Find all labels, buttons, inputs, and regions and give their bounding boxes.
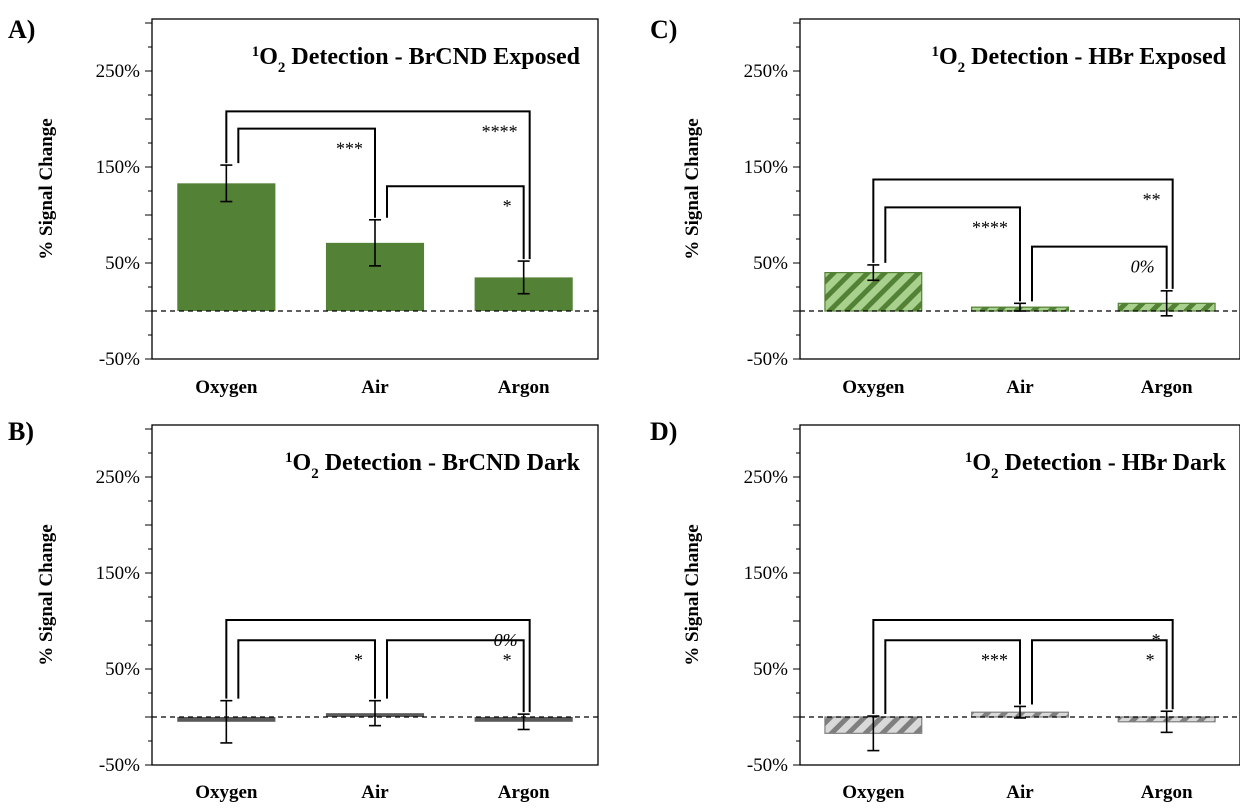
error-bar-argon: [1160, 290, 1173, 317]
error-bar-argon: [1160, 710, 1173, 734]
significance-bracket: ****: [225, 110, 531, 260]
error-bar-oxygen: [867, 264, 880, 282]
plot-frame: [151, 18, 599, 360]
category-label: Air: [361, 377, 389, 398]
y-tick-label: 150%: [96, 157, 141, 178]
significance-label: ****: [482, 121, 518, 141]
y-tick-label: 250%: [744, 467, 789, 488]
bar-oxygen: [177, 183, 276, 311]
significance-label: *: [1146, 650, 1155, 670]
y-tick-label: 150%: [96, 563, 141, 584]
error-bar-air: [1014, 705, 1026, 719]
significance-bracket: *: [386, 639, 525, 713]
significance-label: ***: [336, 139, 363, 159]
panel-label: A): [8, 15, 35, 44]
error-bar-air: [369, 699, 381, 727]
y-tick-label: 50%: [753, 659, 788, 680]
plot-frame: [799, 424, 1240, 766]
category-label: Air: [1006, 782, 1034, 803]
category-label: Argon: [498, 377, 550, 398]
y-tick-label: 50%: [105, 253, 140, 274]
y-axis-title: % Signal Change: [682, 524, 703, 665]
panel-title: 1O2 Detection - BrCND Exposed: [252, 44, 581, 76]
category-label: Argon: [1141, 377, 1193, 398]
significance-label: ****: [972, 217, 1008, 237]
y-tick-label: 150%: [744, 157, 789, 178]
category-label: Argon: [1141, 782, 1193, 803]
error-bar-air: [369, 219, 381, 267]
significance-label: *: [503, 650, 512, 670]
category-label: Air: [361, 782, 389, 803]
category-label: Oxygen: [195, 377, 258, 398]
y-tick-label: 250%: [96, 61, 141, 82]
y-axis-title: % Signal Change: [36, 118, 57, 259]
y-tick-label: -50%: [747, 755, 788, 776]
category-label: Oxygen: [842, 782, 905, 803]
significance-bracket: ***: [884, 639, 1021, 715]
error-bar-oxygen: [220, 164, 233, 203]
plot-frame: [151, 424, 599, 766]
significance-label: *: [503, 196, 512, 216]
significance-label: *: [354, 650, 363, 670]
significance-bracket: *: [237, 639, 376, 699]
panel-title: 1O2 Detection - HBr Exposed: [931, 44, 1226, 76]
panel-title: 1O2 Detection - BrCND Dark: [285, 450, 581, 482]
significance-bracket: 0%: [1031, 245, 1168, 302]
error-bar-argon: [517, 260, 530, 295]
category-label: Oxygen: [195, 782, 258, 803]
y-axis-title: % Signal Change: [36, 524, 57, 665]
significance-bracket: *: [1031, 639, 1168, 710]
y-tick-label: 50%: [105, 659, 140, 680]
significance-bracket: *: [386, 185, 525, 260]
panel-label: B): [8, 417, 34, 446]
significance-label: 0%: [1131, 257, 1155, 277]
plot-frame: [799, 18, 1240, 360]
y-tick-label: 150%: [744, 563, 789, 584]
panel-a: 250% 150% 50% -50% % Signal Change A) 1O2 Dete…: [8, 15, 599, 398]
y-tick-label: -50%: [99, 755, 140, 776]
panel-label: D): [650, 417, 677, 446]
significance-bracket: *: [872, 619, 1174, 715]
panel-b: 250% 150% 50% -50% % Signal Change B) 1O2 Dete…: [8, 417, 599, 803]
significance-label: **: [1143, 189, 1161, 209]
y-tick-label: 50%: [753, 253, 788, 274]
panel-d: 250% 150% 50% -50% % Signal Change D) 1O2 Dete…: [650, 417, 1240, 803]
panel-c: 250% 150% 50% -50% % Signal Change C) 1O2 Dete…: [650, 15, 1240, 398]
significance-bracket: ***: [237, 127, 376, 218]
significance-label: ***: [981, 650, 1008, 670]
category-label: Oxygen: [842, 377, 905, 398]
category-label: Argon: [498, 782, 550, 803]
significance-bracket: 0%: [225, 619, 531, 713]
panel-label: C): [650, 15, 677, 44]
error-bar-oxygen: [867, 715, 880, 752]
y-tick-label: -50%: [747, 349, 788, 370]
error-bar-oxygen: [220, 699, 233, 744]
panel-title: 1O2 Detection - HBr Dark: [965, 450, 1227, 482]
category-label: Air: [1006, 377, 1034, 398]
y-axis-title: % Signal Change: [682, 118, 703, 259]
y-tick-label: -50%: [99, 349, 140, 370]
significance-bracket: ****: [884, 206, 1021, 302]
significance-bracket: **: [872, 178, 1174, 289]
y-tick-label: 250%: [96, 467, 141, 488]
y-tick-label: 250%: [744, 61, 789, 82]
